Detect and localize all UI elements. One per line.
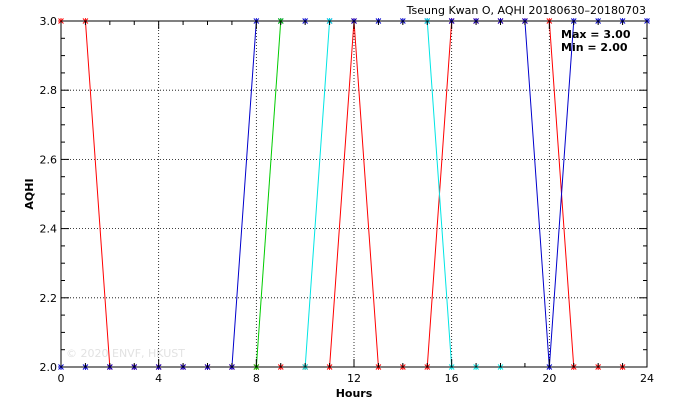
x-tick-label: 0 bbox=[58, 372, 65, 385]
y-tick-labels: 2.0 2.2 2.4 2.6 2.8 3.0 bbox=[40, 15, 58, 374]
series-1 bbox=[58, 18, 626, 370]
y-tick-label: 2.4 bbox=[40, 223, 58, 236]
grid bbox=[61, 21, 647, 367]
x-tick-label: 4 bbox=[155, 372, 162, 385]
y-tick-label: 2.0 bbox=[40, 361, 58, 374]
max-stat: Max = 3.00 bbox=[561, 28, 631, 41]
y-tick-label: 2.8 bbox=[40, 84, 58, 97]
ticks bbox=[60, 20, 648, 368]
x-tick-label: 8 bbox=[253, 372, 260, 385]
min-stat: Min = 2.00 bbox=[561, 41, 628, 54]
series-group bbox=[58, 18, 650, 370]
series-2 bbox=[58, 18, 650, 370]
y-axis-label: AQHI bbox=[23, 178, 36, 209]
series-line bbox=[304, 20, 501, 368]
watermark: © 2020 ENVF, HKUST bbox=[66, 347, 185, 360]
x-tick-label: 20 bbox=[542, 372, 556, 385]
x-tick-label: 24 bbox=[640, 372, 654, 385]
x-axis-label: Hours bbox=[336, 387, 373, 400]
x-tick-label: 12 bbox=[347, 372, 361, 385]
series-line bbox=[61, 20, 623, 368]
y-tick-label: 2.2 bbox=[40, 292, 58, 305]
y-tick-label: 3.0 bbox=[40, 15, 58, 28]
series-4 bbox=[302, 18, 504, 370]
x-tick-labels: 0 4 8 12 16 20 24 bbox=[58, 372, 655, 385]
y-tick-label: 2.6 bbox=[40, 153, 58, 166]
chart-title: Tseung Kwan O, AQHI 20180630–20180703 bbox=[406, 4, 646, 17]
x-tick-label: 16 bbox=[445, 372, 459, 385]
series-line bbox=[255, 20, 282, 368]
series-3 bbox=[253, 18, 284, 370]
